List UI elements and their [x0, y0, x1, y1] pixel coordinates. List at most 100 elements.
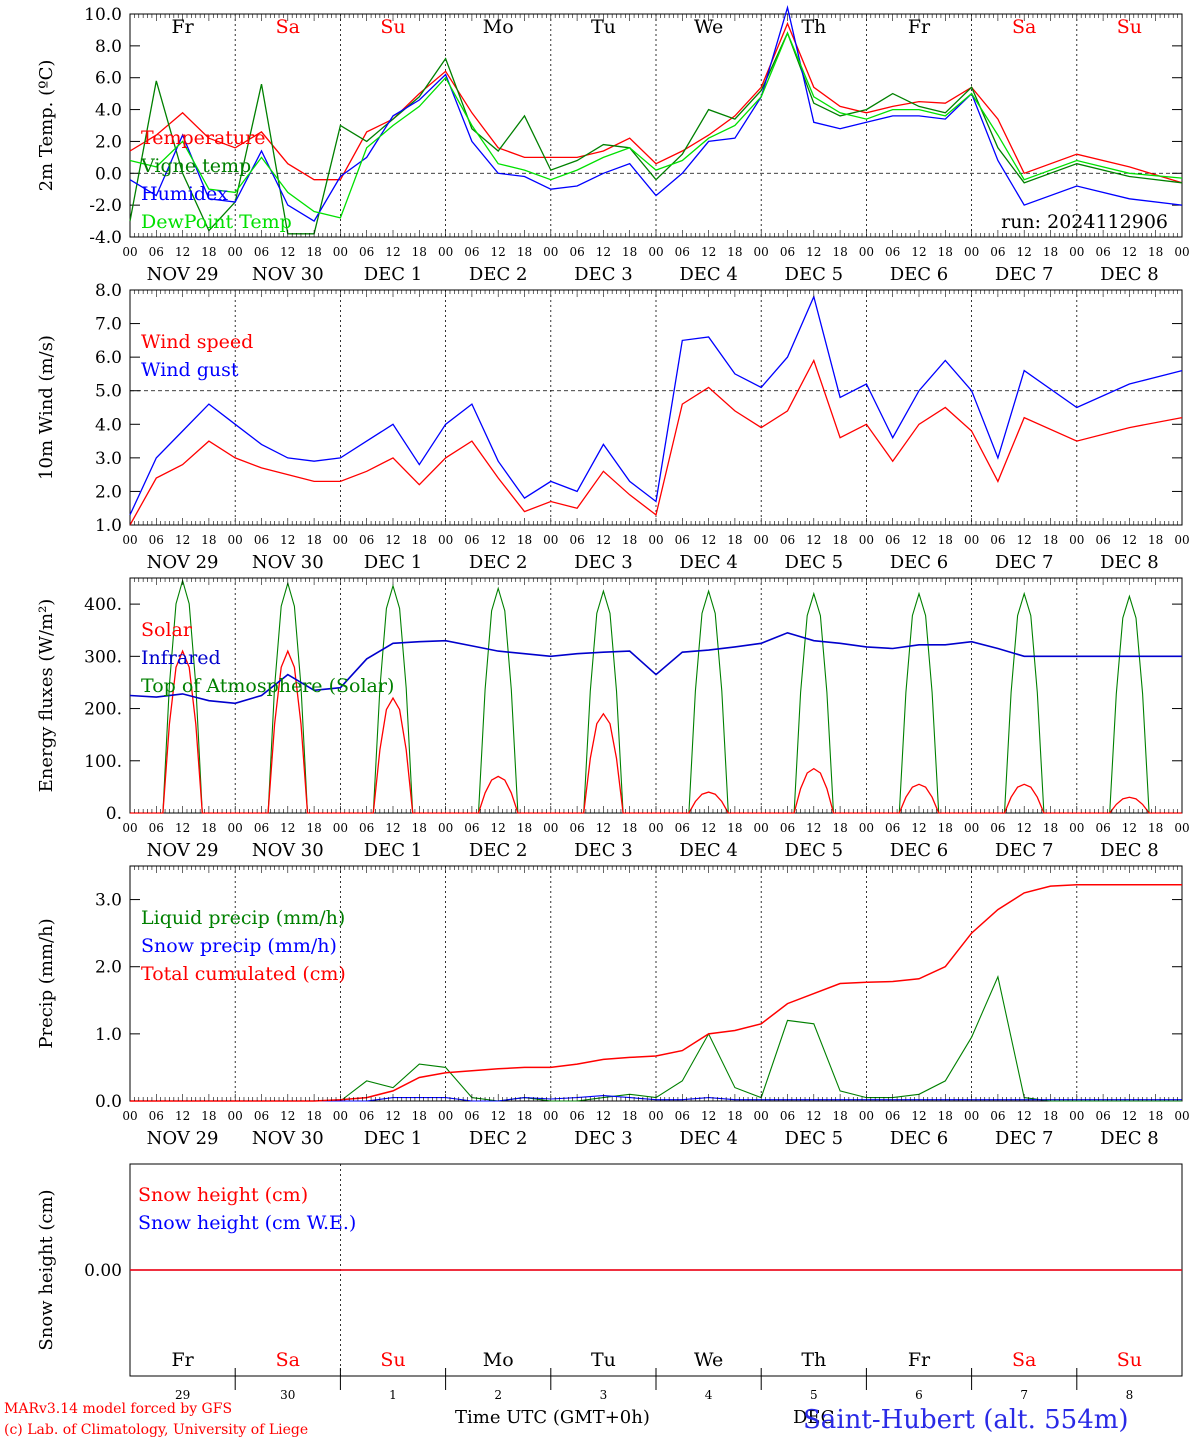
- legend-entry: Wind gust: [141, 359, 239, 381]
- hour-tick-label: 12: [385, 533, 400, 547]
- hour-tick-label: 12: [806, 245, 821, 259]
- hour-tick-label: 12: [911, 533, 926, 547]
- y-axis-title: 10m Wind (m/s): [36, 335, 57, 480]
- hour-tick-label: 18: [517, 1109, 532, 1123]
- hour-tick-label: 18: [727, 821, 742, 835]
- hour-tick-label: 06: [359, 245, 374, 259]
- hour-tick-label: 06: [885, 533, 900, 547]
- y-tick-label: 2.0: [95, 132, 122, 152]
- hour-tick-label: 12: [1017, 821, 1032, 835]
- hour-tick-label: 00: [859, 821, 874, 835]
- day-number: 30: [280, 1388, 295, 1402]
- hour-tick-label: 12: [385, 1109, 400, 1123]
- hour-tick-label: 00: [754, 821, 769, 835]
- hour-tick-label: 18: [622, 245, 637, 259]
- day-number: 6: [915, 1388, 923, 1402]
- hour-tick-label: 12: [596, 1109, 611, 1123]
- hour-tick-label: 06: [885, 245, 900, 259]
- y-tick-label: 4.0: [95, 415, 122, 435]
- y-tick-label: 400.: [84, 595, 122, 615]
- hour-tick-label: 18: [201, 821, 216, 835]
- day-number: 7: [1020, 1388, 1028, 1402]
- date-label: DEC 6: [890, 264, 949, 285]
- y-tick-label: -2.0: [89, 196, 122, 216]
- legend-entry: DewPoint Temp: [141, 211, 292, 233]
- day-name: Sa: [276, 1349, 300, 1371]
- day-name: Sa: [1012, 16, 1036, 38]
- date-label: NOV 30: [252, 840, 324, 861]
- date-label: DEC 1: [364, 840, 423, 861]
- day-number: 29: [175, 1388, 190, 1402]
- hour-tick-label: 00: [228, 245, 243, 259]
- hour-tick-label: 06: [885, 821, 900, 835]
- date-label: DEC 7: [995, 552, 1054, 573]
- date-label: NOV 30: [252, 1128, 324, 1149]
- hour-tick-label: 12: [175, 821, 190, 835]
- hour-tick-label: 18: [1043, 821, 1058, 835]
- y-tick-label: 6.0: [95, 69, 122, 89]
- date-label: DEC 4: [679, 840, 738, 861]
- date-label: DEC 8: [1100, 840, 1159, 861]
- hour-tick-label: 06: [780, 821, 795, 835]
- date-label: DEC 6: [890, 1128, 949, 1149]
- hour-tick-label: 06: [675, 821, 690, 835]
- hour-tick-label: 06: [780, 245, 795, 259]
- hour-tick-label: 00: [1069, 821, 1084, 835]
- date-label: NOV 29: [147, 1128, 219, 1149]
- series-line: [129, 631, 1182, 705]
- day-number: 1: [389, 1388, 397, 1402]
- hour-tick-label: 18: [938, 821, 953, 835]
- legend-entry: Vigne temp: [140, 155, 251, 177]
- run-label: run: 2024112906: [1001, 211, 1168, 233]
- hour-tick-label: 12: [1122, 245, 1137, 259]
- day-name: Su: [380, 16, 405, 38]
- day-name: Fr: [908, 16, 931, 38]
- date-label: DEC 5: [785, 264, 844, 285]
- y-axis-title: Energy fluxes (W/m²): [36, 599, 57, 793]
- hour-tick-label: 12: [491, 1109, 506, 1123]
- day-name: Tu: [591, 16, 616, 38]
- hour-tick-label: 18: [201, 245, 216, 259]
- date-label: DEC 6: [890, 552, 949, 573]
- hour-tick-label: 06: [149, 245, 164, 259]
- date-label: DEC 4: [679, 552, 738, 573]
- hour-tick-label: 12: [701, 821, 716, 835]
- hour-tick-label: 00: [228, 821, 243, 835]
- credit-line-2: (c) Lab. of Climatology, University of L…: [4, 1422, 308, 1438]
- y-tick-label: 0.00: [84, 1261, 122, 1281]
- y-tick-label: 4.0: [95, 101, 122, 121]
- hour-tick-label: 12: [701, 245, 716, 259]
- station-title: Saint-Hubert (alt. 554m): [803, 1405, 1129, 1435]
- hour-tick-label: 18: [832, 1109, 847, 1123]
- hour-tick-label: 06: [569, 533, 584, 547]
- legend-entry: Temperature: [141, 127, 265, 149]
- date-label: NOV 29: [147, 552, 219, 573]
- series-line: [129, 358, 1183, 526]
- hour-tick-label: 18: [727, 533, 742, 547]
- day-name: Tu: [591, 1349, 616, 1371]
- hour-tick-label: 00: [438, 821, 453, 835]
- day-name: We: [694, 16, 723, 38]
- hour-tick-label: 06: [254, 245, 269, 259]
- hour-tick-label: 12: [911, 245, 926, 259]
- hour-tick-label: 12: [175, 533, 190, 547]
- hour-tick-label: 06: [569, 821, 584, 835]
- hour-tick-label: 06: [464, 821, 479, 835]
- date-label: DEC 4: [679, 264, 738, 285]
- hour-tick-label: 06: [1095, 245, 1110, 259]
- hour-tick-label: 06: [990, 245, 1005, 259]
- hour-tick-label: 06: [569, 245, 584, 259]
- hour-tick-label: 12: [806, 821, 821, 835]
- hour-tick-label: 06: [1095, 533, 1110, 547]
- hour-tick-label: 00: [228, 1109, 243, 1123]
- hour-tick-label: 00: [122, 245, 137, 259]
- y-tick-label: 3.0: [95, 891, 122, 911]
- hour-tick-label: 00: [122, 821, 137, 835]
- y-tick-label: 2.0: [95, 958, 122, 978]
- legend-entry: Snow height (cm): [138, 1184, 308, 1206]
- hour-tick-label: 18: [517, 821, 532, 835]
- hour-tick-label: 12: [1122, 821, 1137, 835]
- hour-tick-label: 18: [306, 245, 321, 259]
- hour-tick-label: 00: [543, 533, 558, 547]
- y-tick-label: 10.0: [84, 5, 122, 25]
